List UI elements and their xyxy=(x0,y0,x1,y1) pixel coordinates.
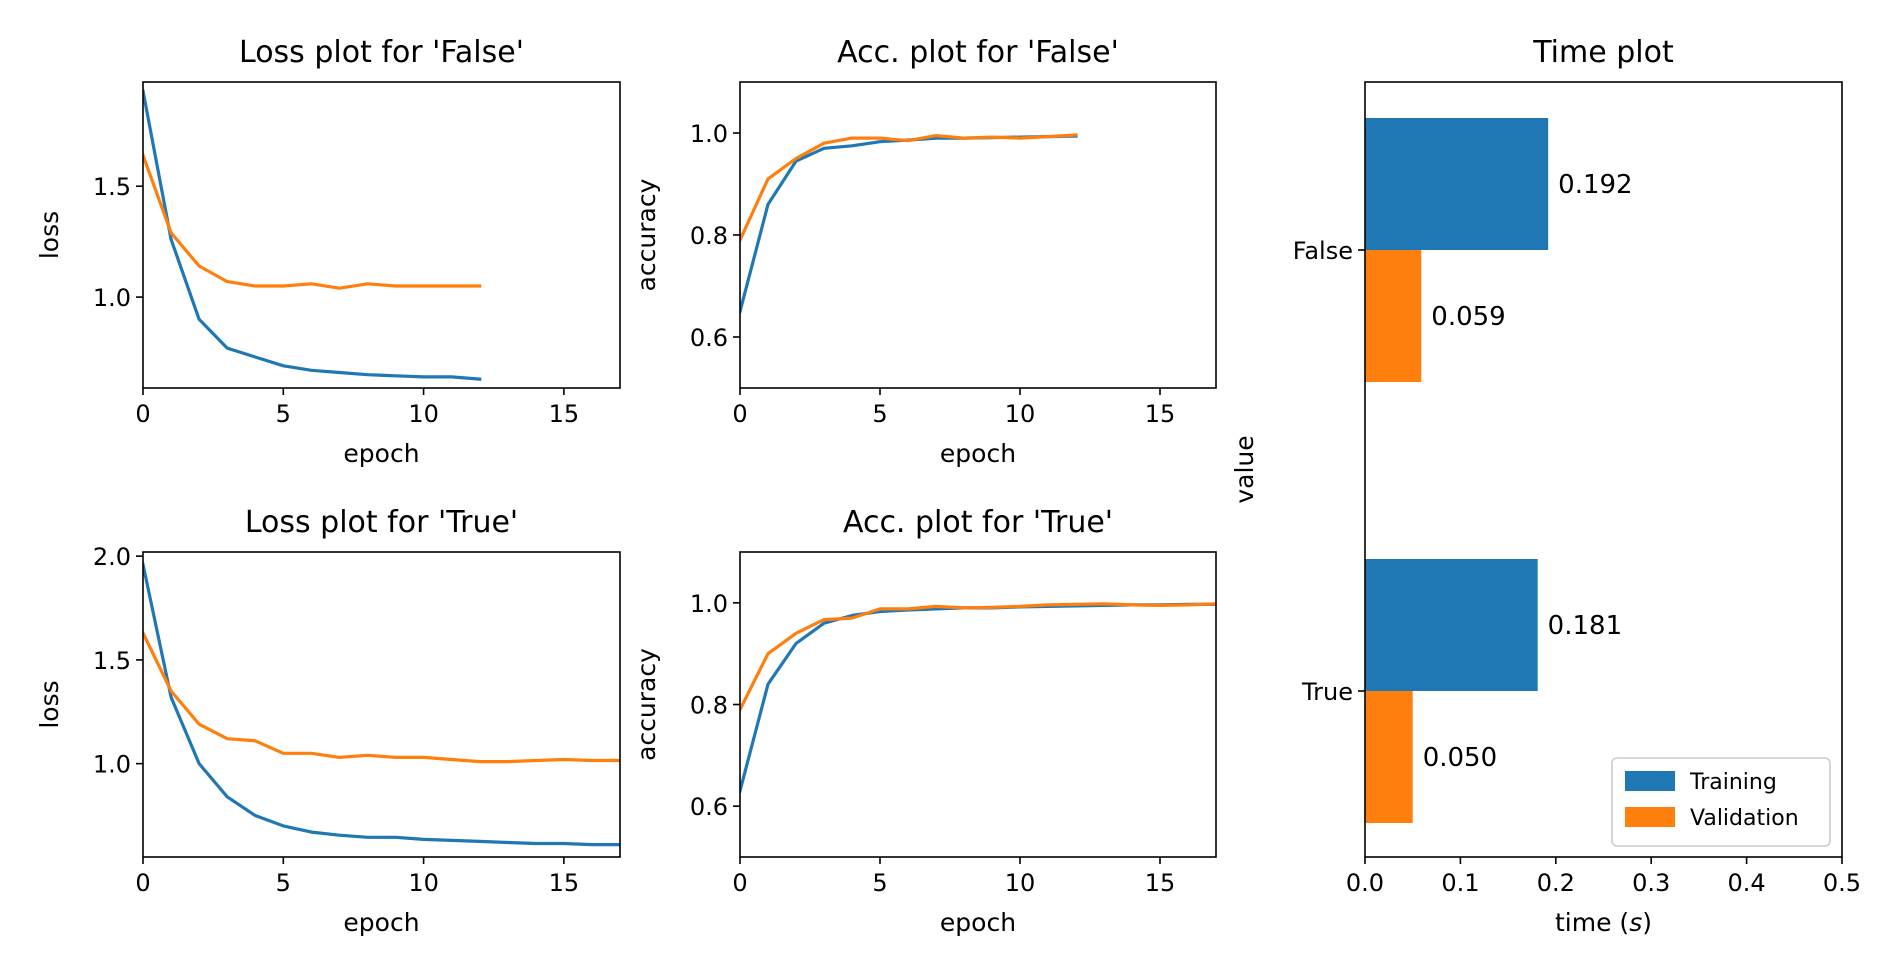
x-axis-label: time (s) xyxy=(1555,908,1652,937)
x-tick-label: 0 xyxy=(732,869,747,897)
x-axis-label-end: ) xyxy=(1642,908,1652,937)
bar-data-label: 0.192 xyxy=(1558,170,1632,200)
x-tick-label: 5 xyxy=(276,400,291,428)
x-tick-label: 15 xyxy=(549,869,580,897)
x-tick-label: 0.2 xyxy=(1537,869,1575,897)
bar-data-label: 0.050 xyxy=(1423,743,1497,773)
legend-label-training: Training xyxy=(1689,770,1777,795)
y-tick-label: 0.8 xyxy=(690,692,728,720)
series-line-0 xyxy=(143,89,482,381)
bar-validation-true xyxy=(1365,691,1413,823)
legend: Training Validation xyxy=(1611,757,1831,847)
x-tick-label: 0.5 xyxy=(1823,869,1861,897)
x-tick-label: 0.1 xyxy=(1441,869,1479,897)
legend-label-validation: Validation xyxy=(1690,806,1799,831)
bar-data-label: 0.059 xyxy=(1431,302,1505,332)
y-tick-label: True xyxy=(1301,678,1353,706)
y-tick-label: 1.0 xyxy=(93,751,131,779)
y-tick-label: 2.0 xyxy=(93,543,131,571)
chart-title: Time plot xyxy=(1532,35,1674,70)
x-tick-label: 0 xyxy=(135,400,150,428)
series-line-1 xyxy=(740,602,1216,712)
x-tick-label: 10 xyxy=(408,400,439,428)
x-tick-label: 10 xyxy=(1005,400,1036,428)
subplot-2 xyxy=(136,551,621,864)
chart-title: Loss plot for 'True' xyxy=(245,505,518,540)
y-tick-label: False xyxy=(1293,237,1353,265)
y-axis-label: loss xyxy=(35,680,64,728)
subplot-3 xyxy=(733,551,1217,864)
x-tick-label: 15 xyxy=(549,400,580,428)
x-tick-label: 0.4 xyxy=(1728,869,1766,897)
axes-frame xyxy=(142,551,621,858)
x-tick-label: 0.0 xyxy=(1346,869,1384,897)
x-tick-label: 5 xyxy=(872,400,887,428)
x-tick-label: 10 xyxy=(408,869,439,897)
x-axis-label: epoch xyxy=(343,439,419,468)
axes-frame xyxy=(1364,81,1843,858)
y-tick-label: 0.6 xyxy=(690,793,728,821)
legend-swatch-training xyxy=(1625,771,1675,791)
y-tick-label: 1.5 xyxy=(93,173,131,201)
chart-title: Acc. plot for 'True' xyxy=(843,505,1113,540)
chart-title: Loss plot for 'False' xyxy=(239,35,524,70)
y-axis-label: accuracy xyxy=(632,648,661,761)
y-tick-label: 1.0 xyxy=(690,120,728,148)
axes-frame xyxy=(142,81,621,389)
y-tick-label: 1.0 xyxy=(93,284,131,312)
x-tick-label: 5 xyxy=(276,869,291,897)
y-tick-label: 1.5 xyxy=(93,647,131,675)
y-tick-label: 1.0 xyxy=(690,590,728,618)
y-tick-label: 0.8 xyxy=(690,222,728,250)
subplot-0 xyxy=(136,81,621,395)
x-tick-label: 15 xyxy=(1145,869,1176,897)
series-line-0 xyxy=(740,602,1216,793)
axes-frame xyxy=(739,81,1217,389)
series-line-1 xyxy=(740,133,1078,243)
y-axis-label: loss xyxy=(35,211,64,259)
axes-frame xyxy=(739,551,1217,858)
x-axis-label: epoch xyxy=(940,439,1016,468)
bar-data-label: 0.181 xyxy=(1548,611,1622,641)
bar-validation-false xyxy=(1365,250,1422,382)
y-tick-label: 0.6 xyxy=(690,324,728,352)
y-axis-label: value xyxy=(1230,435,1259,503)
bar-training-true xyxy=(1365,559,1538,691)
x-tick-label: 10 xyxy=(1005,869,1036,897)
x-tick-label: 0.3 xyxy=(1632,869,1670,897)
x-tick-label: 0 xyxy=(135,869,150,897)
series-line-1 xyxy=(143,153,482,290)
x-axis-label-main: time ( xyxy=(1555,908,1629,937)
legend-swatch-validation xyxy=(1625,807,1675,827)
series-line-0 xyxy=(143,562,620,847)
x-tick-label: 5 xyxy=(872,869,887,897)
subplot-1 xyxy=(733,81,1217,395)
x-axis-label-unit: s xyxy=(1629,908,1642,937)
subplot-time: time (s) Training Validation xyxy=(1358,81,1843,937)
x-tick-label: 0 xyxy=(732,400,747,428)
x-axis-label: epoch xyxy=(940,908,1016,937)
bar-training-false xyxy=(1365,118,1549,250)
x-tick-label: 15 xyxy=(1145,400,1176,428)
x-axis-label: epoch xyxy=(343,908,419,937)
y-axis-label: accuracy xyxy=(632,178,661,291)
chart-title: Acc. plot for 'False' xyxy=(837,35,1119,70)
series-line-1 xyxy=(143,630,620,764)
